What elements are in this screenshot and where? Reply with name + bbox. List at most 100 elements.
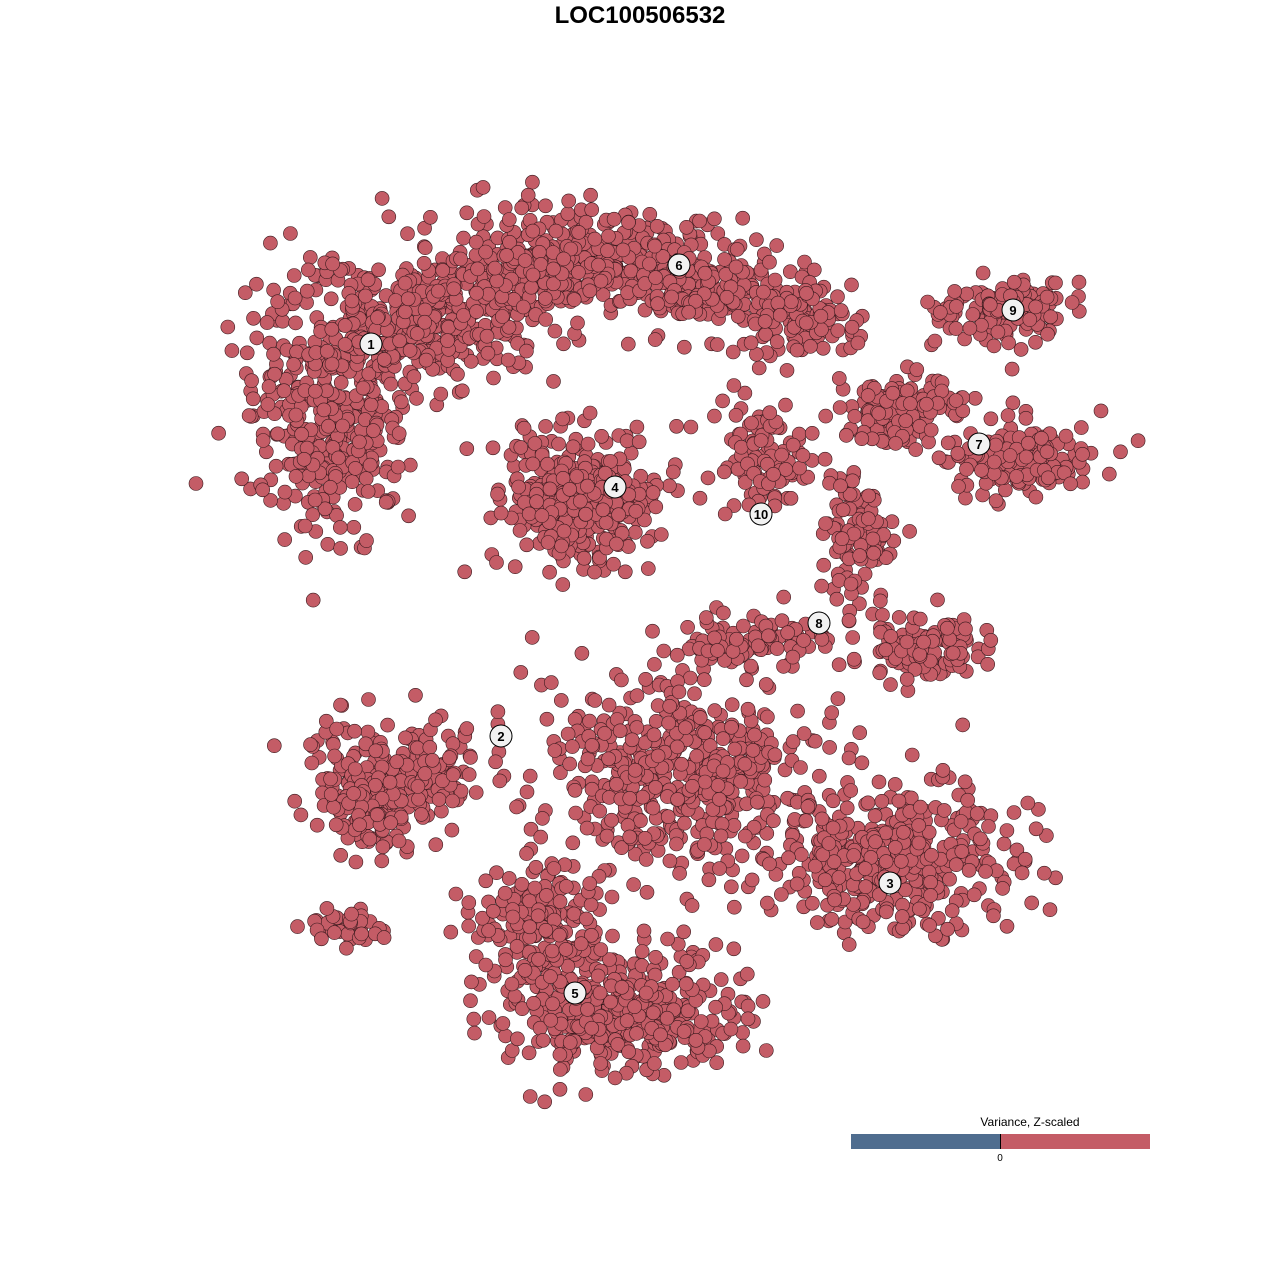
data-point: [676, 924, 692, 940]
data-point: [331, 450, 346, 466]
data-point: [319, 343, 335, 359]
data-point: [478, 244, 493, 260]
data-point: [825, 820, 841, 836]
data-point: [912, 647, 928, 662]
data-point: [582, 876, 598, 891]
data-point: [1040, 326, 1055, 342]
data-point: [767, 747, 783, 763]
data-point: [544, 943, 560, 959]
data-point: [674, 756, 689, 772]
data-point: [255, 482, 271, 498]
data-point: [461, 895, 477, 910]
data-point: [324, 321, 340, 337]
data-point: [319, 901, 335, 916]
data-point: [290, 919, 305, 934]
data-point: [475, 180, 491, 195]
data-point: [733, 774, 748, 789]
data-point: [733, 439, 749, 455]
data-point: [578, 1087, 594, 1102]
data-point: [1006, 274, 1022, 290]
data-point: [640, 561, 656, 576]
data-point: [535, 1033, 551, 1048]
data-point: [298, 550, 314, 565]
data-point: [1022, 312, 1038, 327]
legend-title: Variance, Z-scaled: [980, 1115, 1080, 1129]
data-point: [749, 794, 765, 810]
data-point: [959, 286, 975, 302]
data-point: [1064, 295, 1080, 310]
data-point: [655, 249, 671, 264]
cluster-label-8: 8: [807, 611, 831, 635]
data-point: [734, 848, 750, 864]
data-point: [1063, 476, 1078, 492]
data-point: [935, 762, 951, 778]
data-point: [676, 1024, 692, 1039]
cluster-label-text: 6: [675, 258, 682, 273]
data-point: [950, 445, 966, 461]
data-point: [464, 974, 479, 990]
data-point: [360, 484, 376, 499]
cluster-label-text: 1: [367, 337, 374, 352]
data-point: [814, 811, 830, 827]
data-point: [783, 490, 799, 506]
data-point: [697, 837, 712, 852]
data-point: [1034, 430, 1049, 446]
data-point: [708, 937, 724, 952]
data-point: [1028, 821, 1044, 837]
data-point: [305, 592, 321, 608]
data-point: [726, 941, 742, 957]
data-point: [584, 738, 600, 753]
data-point: [546, 276, 561, 292]
data-point: [743, 335, 759, 351]
data-point: [888, 436, 903, 451]
data-point: [939, 620, 955, 636]
data-point: [337, 337, 353, 352]
data-point: [558, 879, 574, 894]
data-point: [678, 976, 694, 992]
data-point: [325, 256, 340, 272]
data-point: [614, 672, 629, 688]
data-point: [712, 861, 727, 876]
data-point: [696, 672, 712, 688]
data-point: [988, 437, 1004, 453]
data-point: [289, 344, 304, 360]
data-point: [709, 1055, 725, 1070]
data-point: [726, 378, 742, 393]
data-point: [762, 405, 778, 421]
data-point: [1004, 361, 1020, 377]
data-point: [772, 307, 788, 323]
data-point: [468, 785, 484, 800]
data-point: [923, 422, 939, 438]
data-point: [556, 523, 572, 539]
data-point: [317, 501, 333, 517]
data-point: [528, 859, 544, 875]
data-point: [478, 957, 494, 973]
data-point: [521, 1045, 537, 1061]
data-point: [333, 375, 349, 390]
data-point: [538, 922, 554, 938]
data-point: [648, 270, 663, 285]
data-point: [558, 942, 574, 957]
data-point: [526, 995, 541, 1011]
data-point: [513, 665, 529, 680]
data-point: [520, 187, 536, 203]
data-point: [335, 418, 350, 434]
data-point: [519, 846, 534, 861]
data-point: [470, 261, 485, 277]
data-point: [492, 773, 508, 789]
data-point: [899, 671, 915, 687]
data-point: [344, 906, 359, 922]
data-point: [571, 265, 586, 280]
data-point: [646, 727, 662, 743]
data-point: [562, 481, 578, 497]
data-point: [769, 334, 785, 350]
data-point: [578, 911, 594, 927]
data-point: [1013, 342, 1029, 357]
data-point: [911, 835, 927, 851]
data-point: [424, 752, 440, 768]
data-point: [878, 904, 894, 920]
data-point: [715, 393, 730, 409]
data-point: [707, 630, 722, 646]
data-point: [744, 872, 760, 888]
data-point: [973, 831, 988, 847]
